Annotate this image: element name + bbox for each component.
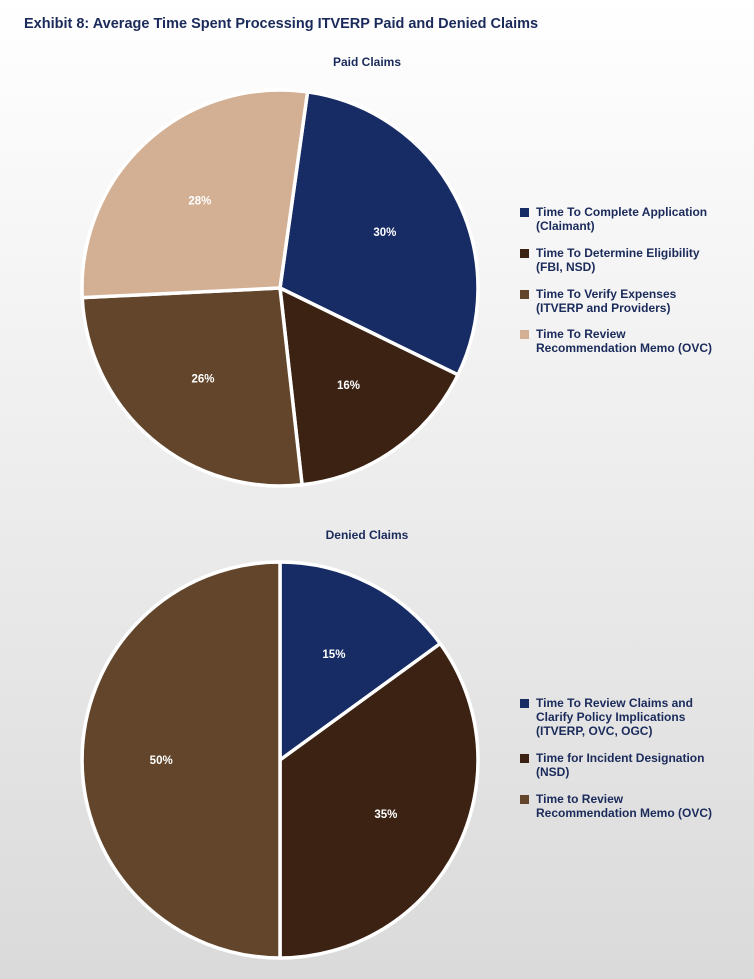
legend-item: Time To Determine Eligibility (FBI, NSD) [520,246,720,287]
legend-label: Time To Determine Eligibility (FBI, NSD) [536,246,700,274]
slice-label: 15% [322,649,345,661]
exhibit-title: Exhibit 8: Average Time Spent Processing… [24,16,539,32]
slice-label: 35% [374,809,397,821]
paid-claims-legend: Time To Complete Application (Claimant) … [520,205,720,355]
pie-slice [278,641,480,960]
legend-label: Time To Review Claims and Clarify Policy… [536,696,693,738]
pie-slice [80,88,310,300]
legend-item: Time To Verify Expenses (ITVERP and Prov… [520,287,720,327]
slice-label: 26% [191,373,214,385]
legend-item: Time for Incident Designation (NSD) [520,751,720,792]
pie-slice [278,286,460,487]
legend-swatch [520,290,529,299]
legend-item: Time To Review Claims and Clarify Policy… [520,696,720,751]
legend-label: Time To Complete Application (Claimant) [536,205,708,233]
legend-swatch [520,795,529,804]
legend-label: Time To Review Recommendation Memo (OVC) [536,327,713,355]
legend-label: Time To Verify Expenses (ITVERP and Prov… [536,287,677,315]
legend-swatch [520,249,529,258]
chart-title: Paid Claims [332,55,402,69]
legend-label: Time to Review Recommendation Memo (OVC) [536,792,713,820]
legend-swatch [520,208,529,217]
pie-slice [80,560,282,960]
denied-claims-legend: Time To Review Claims and Clarify Policy… [520,696,720,820]
pie-slice [278,90,480,377]
pie-slice [278,560,442,762]
legend-item: Time To Complete Application (Claimant) [520,205,720,246]
legend-item: Time to Review Recommendation Memo (OVC) [520,792,720,820]
slice-label: 28% [188,195,211,207]
legend-swatch [520,699,529,708]
chart-title: Denied Claims [325,528,409,542]
slice-label: 50% [150,755,173,767]
slice-label: 30% [373,227,396,239]
legend-label: Time for Incident Designation (NSD) [536,751,705,779]
denied-claims-pie: 15% 35% 50% [80,560,480,960]
slice-label: 16% [337,380,360,392]
legend-item: Time To Review Recommendation Memo (OVC) [520,327,720,355]
legend-swatch [520,754,529,763]
legend-swatch [520,330,529,339]
paid-claims-pie: 30% 16% 26% 28% [80,88,480,488]
pie-slice [80,286,304,488]
